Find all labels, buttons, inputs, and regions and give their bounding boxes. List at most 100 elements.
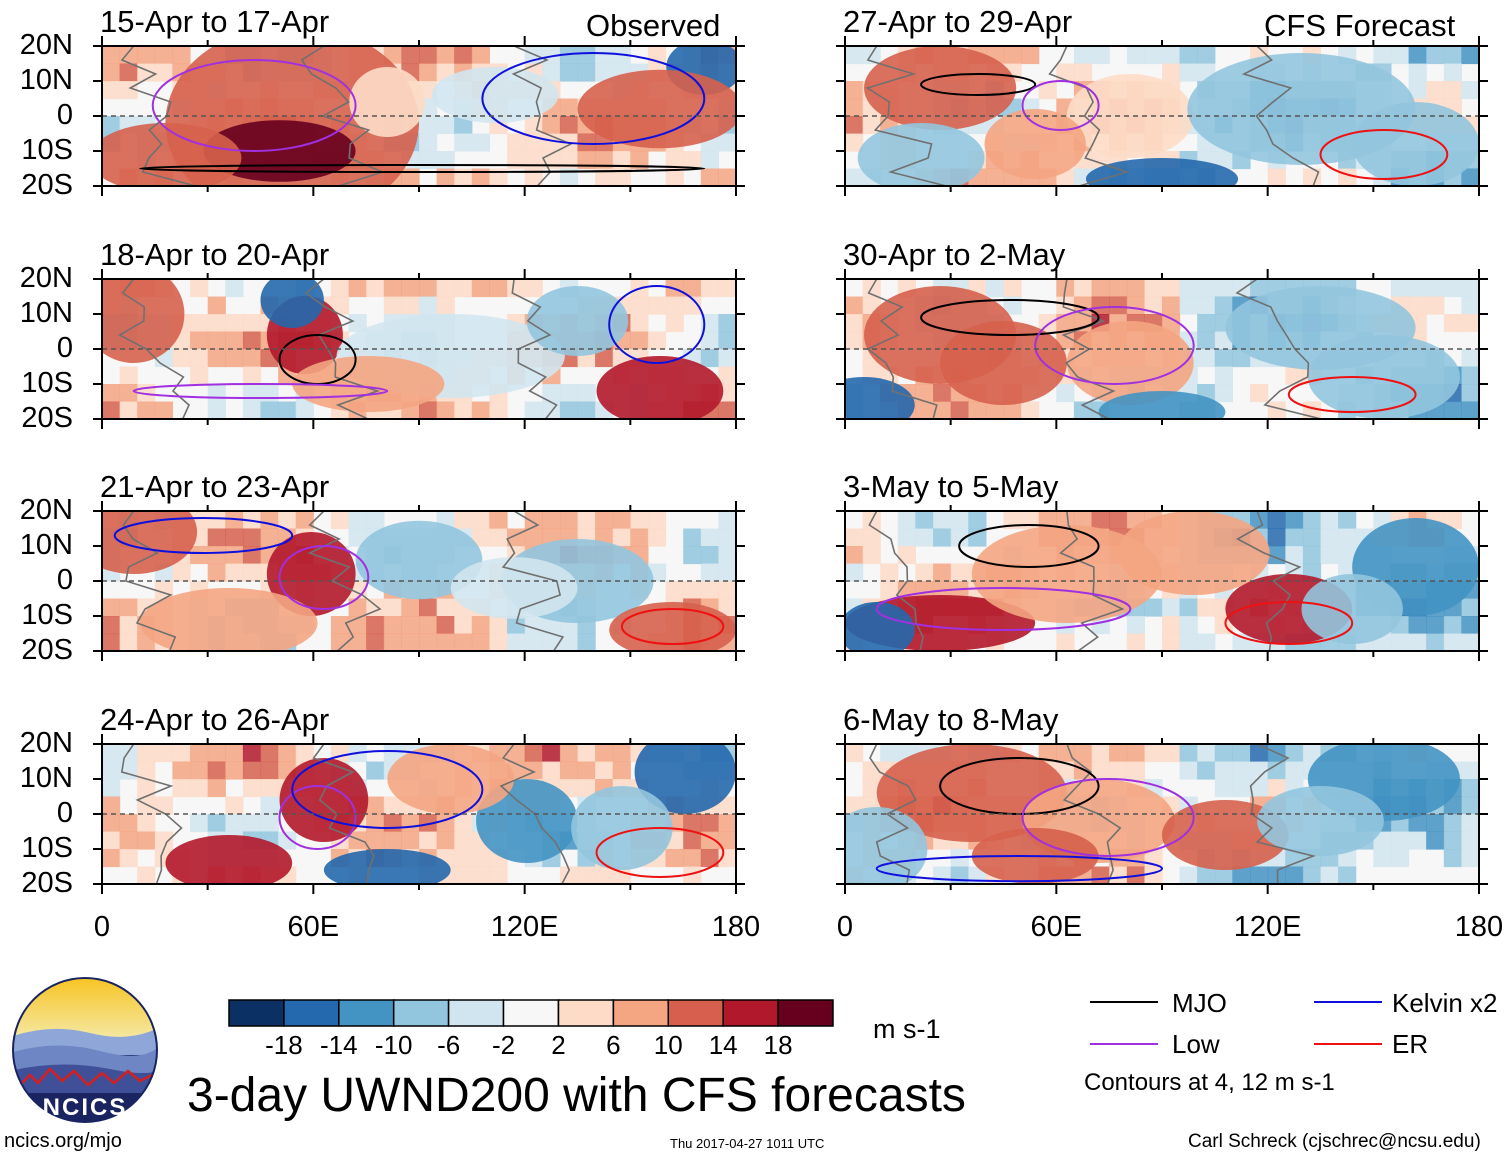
- colorbar-swatch: [392, 999, 450, 1027]
- heatmap-cell: [559, 744, 579, 763]
- heatmap-cell: [454, 616, 473, 635]
- anomaly-blob: [845, 807, 928, 884]
- heatmap-cell: [1390, 279, 1410, 298]
- heatmap-cell: [1461, 633, 1479, 651]
- heatmap-cell: [845, 168, 864, 186]
- heatmap-cell: [577, 761, 596, 780]
- heatmap-cell: [401, 598, 420, 617]
- heatmap-cell: [366, 511, 385, 530]
- heatmap-cell: [119, 849, 138, 868]
- heatmap-cell: [595, 744, 614, 763]
- panel-8: [836, 734, 1488, 894]
- heatmap-cell: [1091, 296, 1110, 315]
- wave-contour: [920, 299, 1100, 336]
- heatmap-cell: [1461, 349, 1479, 368]
- wave-contour: [875, 855, 1163, 883]
- heatmap-cell: [348, 831, 367, 850]
- heatmap-cell: [137, 866, 156, 884]
- heatmap-cell: [436, 616, 455, 635]
- legend-label-mjo: MJO: [1172, 988, 1227, 1018]
- heatmap-cell: [454, 133, 473, 152]
- anomaly-blob: [323, 849, 451, 884]
- y-tick-label: 10S: [21, 367, 73, 399]
- heatmap-cell: [630, 151, 649, 170]
- heatmap-cell: [102, 598, 121, 617]
- heatmap-cell: [1091, 744, 1110, 763]
- heatmap-cell: [1461, 314, 1479, 333]
- anomaly-blob: [577, 69, 736, 149]
- heatmap-cell: [471, 401, 490, 419]
- heatmap-cell: [862, 546, 881, 565]
- heatmap-cell: [1338, 866, 1357, 884]
- heatmap-cell: [383, 831, 402, 850]
- panel-4: [93, 734, 745, 894]
- heatmap-cell: [1408, 831, 1427, 850]
- heatmap-cell: [1390, 831, 1410, 850]
- heatmap-cell: [1461, 831, 1479, 850]
- heatmap-cell: [507, 744, 526, 763]
- heatmap-cell: [1162, 744, 1181, 763]
- heatmap-cell: [1179, 761, 1198, 780]
- heatmap-cell: [1179, 866, 1198, 884]
- credit-url[interactable]: ncics.org/mjo: [4, 1130, 122, 1152]
- heatmap-cell: [1056, 744, 1075, 763]
- heatmap-cell: [102, 616, 121, 635]
- heatmap-cell: [137, 796, 156, 815]
- heatmap-cell: [577, 133, 596, 152]
- heatmap-cell: [647, 331, 667, 350]
- heatmap-cell: [1197, 314, 1216, 333]
- anomaly-blob: [387, 744, 515, 814]
- heatmap-cell: [225, 528, 244, 547]
- anomaly-blob: [1098, 391, 1226, 419]
- heatmap-cell: [1109, 866, 1128, 884]
- heatmap-cell: [559, 168, 579, 186]
- heatmap-cell: [1426, 633, 1445, 651]
- heatmap-cell: [915, 401, 934, 419]
- heatmap-cell: [612, 511, 631, 530]
- heatmap-cell: [1443, 46, 1462, 65]
- forecast-label: CFS Forecast: [1264, 8, 1456, 43]
- colorbar-tick-label: 18: [763, 1030, 793, 1060]
- heatmap-cell: [880, 744, 899, 763]
- heatmap-cell: [401, 633, 420, 651]
- heatmap-cell: [1443, 511, 1462, 530]
- heatmap-cell: [471, 616, 490, 635]
- ncics-logo: NCICS: [12, 977, 158, 1123]
- heatmap-cell: [190, 331, 209, 350]
- heatmap-cell: [154, 744, 173, 763]
- heatmap-cell: [190, 366, 209, 385]
- colorbar-swatch: [283, 999, 340, 1027]
- heatmap-cell: [718, 168, 736, 186]
- heatmap-cell: [119, 401, 138, 419]
- anomaly-blob: [355, 520, 483, 600]
- heatmap-cell: [1320, 528, 1339, 547]
- panel-2-field: [102, 279, 736, 419]
- y-tick-label: 10N: [19, 529, 73, 561]
- legend-line-er: [1314, 1043, 1382, 1045]
- heatmap-cell: [225, 314, 244, 333]
- heatmap-cell: [665, 151, 684, 170]
- heatmap-cell: [1214, 349, 1233, 368]
- heatmap-cell: [1443, 63, 1462, 82]
- heatmap-cell: [950, 563, 969, 582]
- heatmap-cell: [647, 528, 667, 547]
- heatmap-cell: [154, 63, 173, 82]
- heatmap-cell: [436, 598, 455, 617]
- heatmap-cell: [330, 279, 350, 298]
- heatmap-cell: [1302, 866, 1322, 884]
- heatmap-cell: [330, 616, 350, 635]
- colorbar-tick-label: 14: [708, 1030, 738, 1060]
- heatmap-cell: [401, 616, 420, 635]
- heatmap-cell: [577, 46, 596, 65]
- anomaly-blob: [596, 356, 724, 419]
- heatmap-cell: [489, 866, 508, 884]
- heatmap-cell: [1426, 296, 1445, 315]
- heatmap-cell: [700, 151, 719, 170]
- heatmap-cell: [915, 581, 934, 600]
- anomaly-blob: [450, 557, 578, 619]
- heatmap-cell: [683, 151, 702, 170]
- colorbar-tick-label: -6: [437, 1030, 461, 1060]
- heatmap-cell: [102, 831, 121, 850]
- heatmap-cell: [1461, 761, 1479, 780]
- heatmap-cell: [102, 116, 121, 135]
